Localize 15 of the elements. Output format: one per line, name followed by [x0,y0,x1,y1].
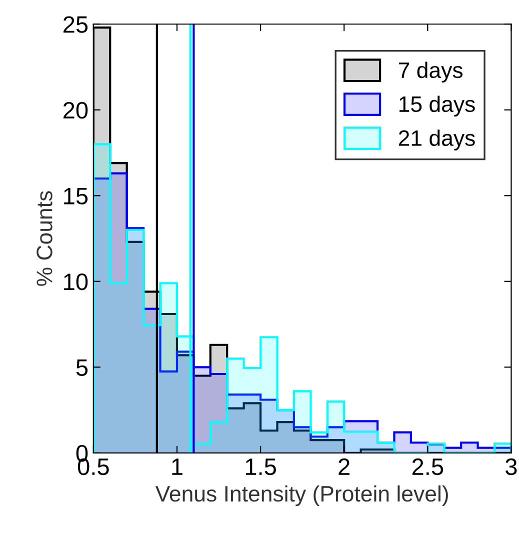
x-axis-title: Venus Intensity (Protein level) [155,485,448,506]
y-tick-label: 15 [64,188,88,204]
legend-label: 15 days [400,96,475,116]
x-tick-label: 3 [506,458,517,476]
y-tick-label: 5 [76,359,88,376]
x-tick-label: 1 [172,458,182,475]
y-axis-title: % Counts [36,191,52,286]
x-tick-label: 2.5 [412,458,444,476]
x-tick-label: 2 [338,458,350,475]
legend-label: 21 days [398,130,475,150]
legend-label: 7 days [398,62,463,83]
y-tick-label: 20 [63,102,88,119]
y-tick-label: 10 [64,273,88,290]
x-tick-label: 1.5 [246,458,276,476]
y-tick-label: 25 [63,16,88,33]
